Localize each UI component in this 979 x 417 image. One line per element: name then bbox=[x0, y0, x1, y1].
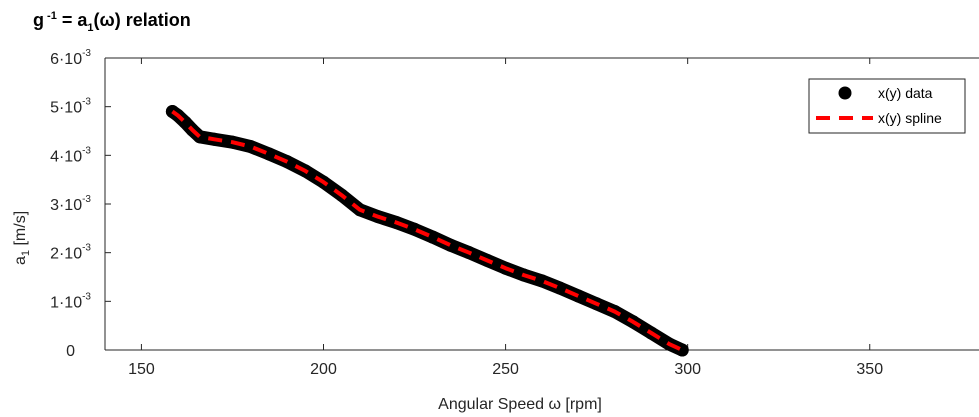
series-spline-line bbox=[171, 109, 684, 352]
y-tick-label: 5·10-3 bbox=[50, 97, 91, 117]
legend-box bbox=[808, 78, 966, 134]
y-tick-label: 2·10-3 bbox=[50, 243, 91, 263]
y-tick-label: 1·10-3 bbox=[50, 291, 91, 311]
legend-marker-data bbox=[838, 86, 852, 100]
legend: x(y) data x(y) spline bbox=[808, 78, 966, 134]
tick-group: 150 200 250 300 350 0 1·10-3 2·10-3 3·10-3 4·10-3… bbox=[50, 48, 883, 378]
x-tick-label: 300 bbox=[674, 361, 701, 378]
x-tick-label: 250 bbox=[492, 361, 519, 378]
x-tick-label: 150 bbox=[128, 361, 155, 378]
legend-label-spline: x(y) spline bbox=[878, 110, 942, 126]
x-tick-label: 200 bbox=[310, 361, 337, 378]
y-axis-label: a1 [m/s] bbox=[12, 211, 32, 265]
chart-title: g -1 = a1(ω) relation bbox=[33, 10, 191, 34]
x-axis-label: Angular Speed ω [rpm] bbox=[438, 396, 602, 413]
series-group bbox=[165, 105, 689, 357]
y-tick-label: 4·10-3 bbox=[50, 145, 91, 165]
legend-label-data: x(y) data bbox=[878, 85, 933, 101]
y-tick-label: 6·10-3 bbox=[50, 48, 91, 68]
y-tick-label: 3·10-3 bbox=[50, 194, 91, 214]
y-tick-label: 0 bbox=[66, 343, 75, 360]
x-tick-label: 350 bbox=[856, 361, 883, 378]
